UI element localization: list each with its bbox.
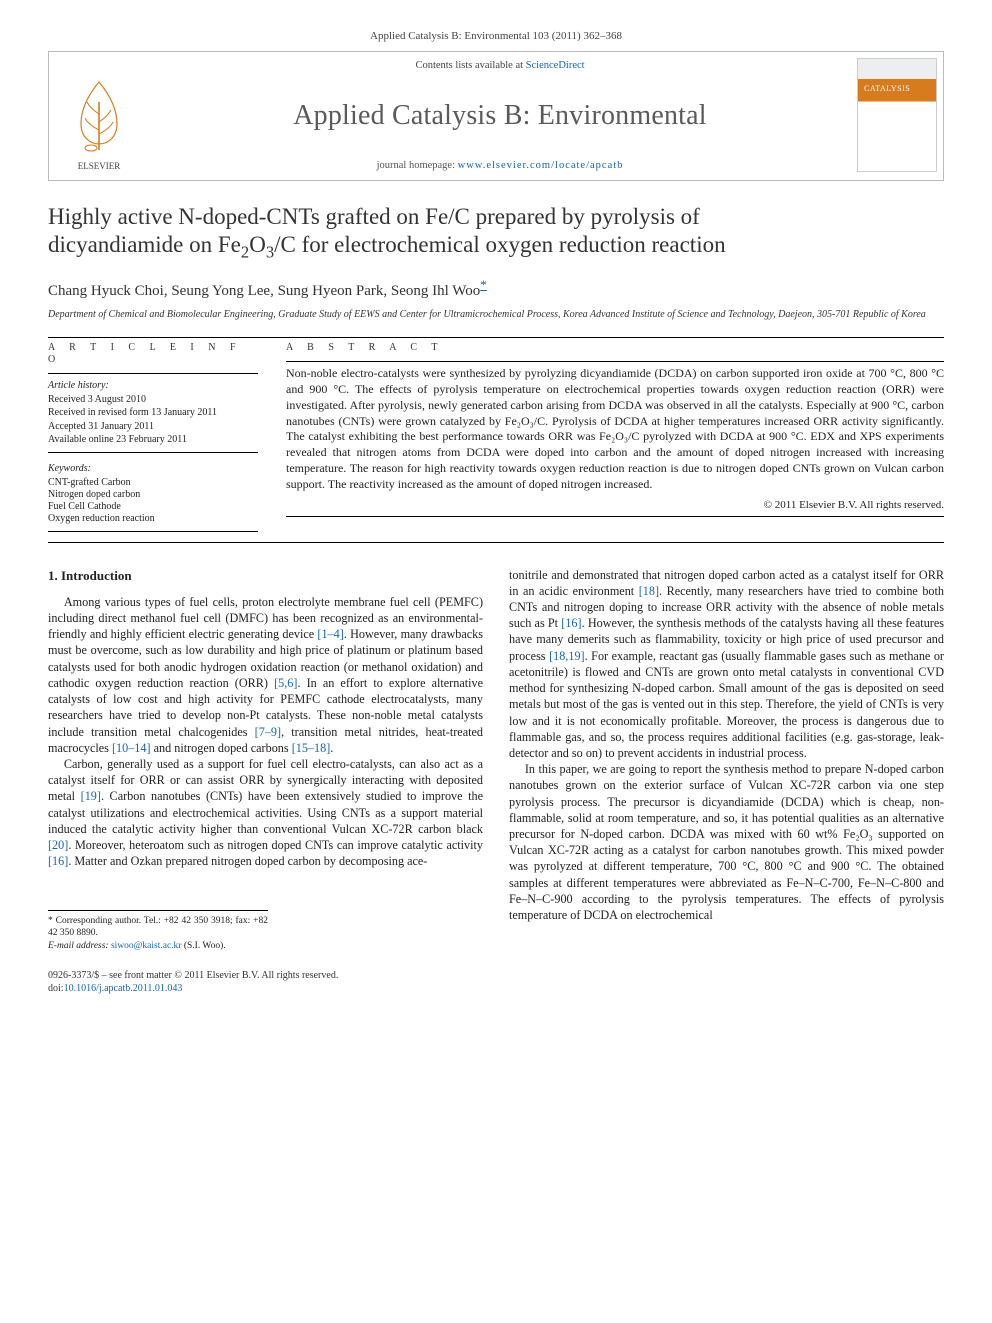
section-number: 1. bbox=[48, 568, 58, 583]
history-label: Article history: bbox=[48, 379, 258, 393]
authors-text: Chang Hyuck Choi, Seung Yong Lee, Sung H… bbox=[48, 283, 480, 299]
doi-label: doi: bbox=[48, 983, 64, 994]
abstract-rule-top bbox=[286, 361, 944, 362]
contents-prefix: Contents lists available at bbox=[415, 60, 525, 71]
issn-line: 0926-3373/$ – see front matter © 2011 El… bbox=[48, 969, 944, 983]
page-footer: 0926-3373/$ – see front matter © 2011 El… bbox=[48, 969, 944, 996]
history-received: Received 3 August 2010 bbox=[48, 393, 258, 407]
homepage-prefix: journal homepage: bbox=[377, 160, 458, 171]
keywords-label: Keywords: bbox=[48, 463, 258, 475]
citation-link[interactable]: [19] bbox=[81, 789, 101, 803]
keyword-item: Oxygen reduction reaction bbox=[48, 513, 258, 525]
email-label: E-mail address: bbox=[48, 941, 109, 951]
citation-link[interactable]: [18] bbox=[639, 584, 659, 598]
citation-link[interactable]: [16] bbox=[48, 854, 68, 868]
homepage-link[interactable]: www.elsevier.com/locate/apcatb bbox=[458, 160, 624, 171]
doi-link[interactable]: 10.1016/j.apcatb.2011.01.043 bbox=[64, 983, 183, 994]
citation-link[interactable]: [16] bbox=[561, 616, 581, 630]
section-heading: 1. Introduction bbox=[48, 567, 483, 584]
email-footnote: E-mail address: siwoo@kaist.ac.kr (S.I. … bbox=[48, 940, 268, 953]
article-info-heading: A R T I C L E I N F O bbox=[48, 342, 258, 366]
journal-cover-thumbnail: CATALYSIS bbox=[857, 58, 937, 172]
keyword-item: Fuel Cell Cathode bbox=[48, 501, 258, 513]
citation-link[interactable]: [18,19] bbox=[549, 649, 585, 663]
body-paragraph: Carbon, generally used as a support for … bbox=[48, 756, 483, 870]
title-line1: Highly active N-doped-CNTs grafted on Fe… bbox=[48, 204, 700, 229]
body-paragraph: Among various types of fuel cells, proto… bbox=[48, 594, 483, 756]
history-accepted: Accepted 31 January 2011 bbox=[48, 420, 258, 434]
body-paragraph: In this paper, we are going to report th… bbox=[509, 761, 944, 923]
sciencedirect-link[interactable]: ScienceDirect bbox=[526, 60, 585, 71]
corresponding-author-link[interactable]: * bbox=[480, 277, 487, 292]
article-title: Highly active N-doped-CNTs grafted on Fe… bbox=[48, 203, 944, 263]
title-mid: O bbox=[249, 232, 266, 257]
banner-center: Contents lists available at ScienceDirec… bbox=[149, 52, 851, 180]
journal-banner: ELSEVIER Contents lists available at Sci… bbox=[48, 51, 944, 181]
journal-title: Applied Catalysis B: Environmental bbox=[293, 99, 707, 133]
elsevier-logo: ELSEVIER bbox=[67, 74, 131, 172]
footnotes: * Corresponding author. Tel.: +82 42 350… bbox=[48, 910, 268, 953]
article-info-column: A R T I C L E I N F O Article history: R… bbox=[48, 342, 258, 532]
author-list: Chang Hyuck Choi, Seung Yong Lee, Sung H… bbox=[48, 277, 944, 300]
contents-lists-line: Contents lists available at ScienceDirec… bbox=[415, 60, 584, 73]
citation-link[interactable]: [7–9] bbox=[255, 725, 281, 739]
citation-link[interactable]: [15–18] bbox=[292, 741, 331, 755]
keyword-item: CNT-grafted Carbon bbox=[48, 477, 258, 489]
cover-thumbnail-column: CATALYSIS bbox=[851, 52, 943, 180]
abstract-heading: A B S T R A C T bbox=[286, 342, 944, 354]
elsevier-tree-icon bbox=[67, 74, 131, 154]
abstract-column: A B S T R A C T Non-noble electro-cataly… bbox=[286, 342, 944, 532]
abstract-text: Non-noble electro-catalysts were synthes… bbox=[286, 366, 944, 493]
corresponding-author-footnote: * Corresponding author. Tel.: +82 42 350… bbox=[48, 915, 268, 941]
title-sub1: 2 bbox=[241, 243, 249, 262]
body-paragraph: tonitrile and demonstrated that nitrogen… bbox=[509, 567, 944, 762]
email-link[interactable]: siwoo@kaist.ac.kr bbox=[111, 941, 182, 951]
running-header: Applied Catalysis B: Environmental 103 (… bbox=[48, 30, 944, 43]
abstract-copyright: © 2011 Elsevier B.V. All rights reserved… bbox=[286, 499, 944, 512]
homepage-line: journal homepage: www.elsevier.com/locat… bbox=[377, 160, 624, 173]
cover-badge-text: CATALYSIS bbox=[864, 84, 910, 94]
publisher-logo-column: ELSEVIER bbox=[49, 52, 149, 180]
title-sub2: 3 bbox=[266, 243, 274, 262]
article-history-block: Article history: Received 3 August 2010 … bbox=[48, 373, 258, 453]
title-line2-post: /C for electrochemical oxygen reduction … bbox=[274, 232, 726, 257]
body-right-column: tonitrile and demonstrated that nitrogen… bbox=[509, 567, 944, 953]
divider-rule-2 bbox=[48, 542, 944, 543]
divider-rule bbox=[48, 337, 944, 338]
doi-line: doi:10.1016/j.apcatb.2011.01.043 bbox=[48, 982, 944, 996]
citation-link[interactable]: [1–4] bbox=[317, 627, 343, 641]
email-name: (S.I. Woo). bbox=[184, 941, 226, 951]
citation-link[interactable]: [20] bbox=[48, 838, 68, 852]
citation-link[interactable]: [5,6] bbox=[274, 676, 297, 690]
citation-link[interactable]: [10–14] bbox=[112, 741, 151, 755]
title-line2-pre: dicyandiamide on Fe bbox=[48, 232, 241, 257]
keywords-block: Keywords: CNT-grafted Carbon Nitrogen do… bbox=[48, 463, 258, 532]
section-title: Introduction bbox=[61, 568, 132, 583]
body-left-column: 1. Introduction Among various types of f… bbox=[48, 567, 483, 953]
info-abstract-row: A R T I C L E I N F O Article history: R… bbox=[48, 342, 944, 532]
abstract-rule-bottom bbox=[286, 516, 944, 517]
affiliation: Department of Chemical and Biomolecular … bbox=[48, 308, 944, 321]
history-online: Available online 23 February 2011 bbox=[48, 433, 258, 447]
publisher-name: ELSEVIER bbox=[67, 161, 131, 172]
history-revised: Received in revised form 13 January 2011 bbox=[48, 406, 258, 420]
body-two-columns: 1. Introduction Among various types of f… bbox=[48, 567, 944, 953]
keyword-item: Nitrogen doped carbon bbox=[48, 489, 258, 501]
